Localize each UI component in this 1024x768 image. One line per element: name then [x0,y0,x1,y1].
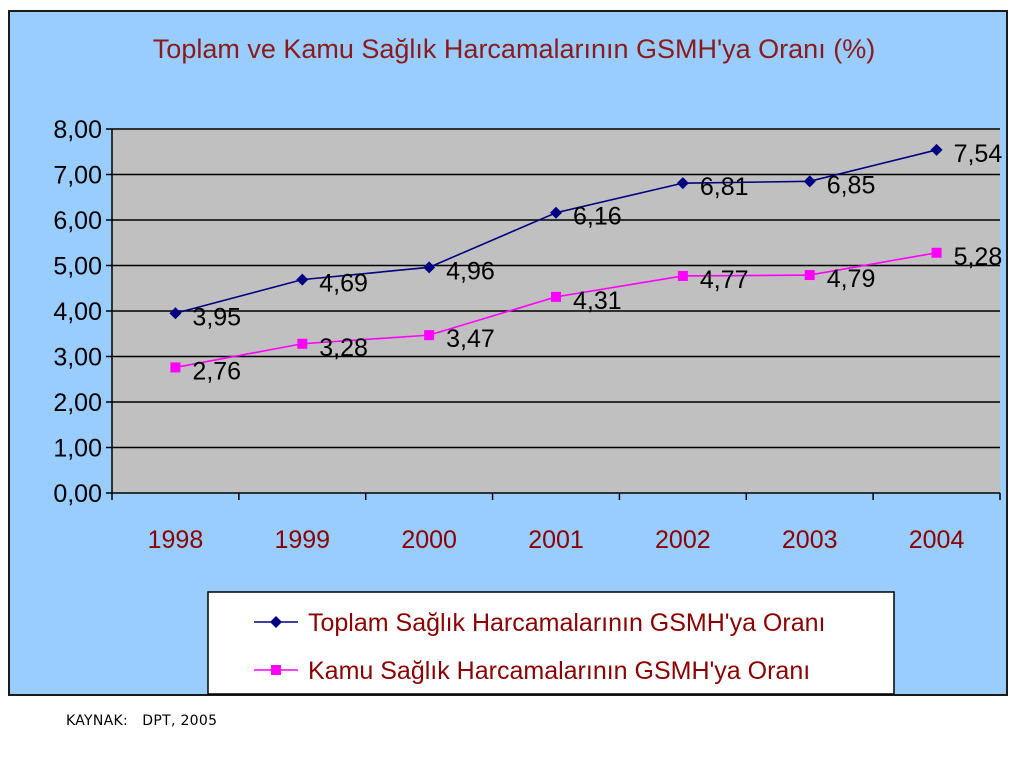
series-2 [170,247,942,373]
y-tick-label: 2,00 [53,389,102,417]
y-tick-label: 6,00 [53,207,102,235]
data-point [170,362,181,373]
legend-box [207,591,895,695]
x-tick-label: 2003 [782,526,838,554]
data-point [297,338,308,349]
series-1 [169,143,943,320]
legend-marker [270,616,282,628]
source-note: KAYNAK: DPT, 2005 [66,713,218,729]
data-labels: 3,95 4,69 4,96 6,16 6,81 6,85 7,54 2,76 3,28 3,47… [192,140,1002,385]
data-point [804,270,815,281]
legend-label: Kamu Sağlık Harcamalarının GSMH'ya Oranı [308,657,810,685]
x-tick-label: 1999 [274,526,330,554]
data-label: 4,96 [446,257,495,285]
series [169,143,943,373]
data-label: 4,31 [573,287,622,315]
x-tick-label: 2001 [528,526,584,554]
data-label: 4,77 [700,266,749,294]
data-label: 3,28 [319,334,368,362]
legend-label: Toplam Sağlık Harcamalarının GSMH'ya Ora… [308,609,825,637]
legend: Toplam Sağlık Harcamalarının GSMH'ya Ora… [207,591,895,695]
data-point [169,307,182,320]
legend-marker [271,665,281,675]
y-tick-label: 5,00 [53,253,102,281]
y-tick-label: 3,00 [53,344,102,372]
data-label: 6,81 [700,173,749,201]
chart-frame: Toplam ve Kamu Sağlık Harcamalarının GSM… [8,10,1008,696]
x-tick-label: 2002 [655,526,711,554]
y-tick-label: 1,00 [53,435,102,463]
y-tick-label: 4,00 [53,298,102,326]
data-point [296,273,309,286]
data-point [550,206,562,219]
gridlines [112,128,1000,449]
data-point [677,270,688,281]
data-point [423,261,436,274]
data-point [803,175,816,188]
axes: 0,00 1,00 2,00 3,00 4,00 5,00 6,00 7,00 8,00 1998… [53,116,1001,554]
line-chart: Toplam ve Kamu Sağlık Harcamalarının GSM… [53,34,1002,695]
data-label: 4,69 [319,270,368,298]
data-label: 5,28 [954,243,1003,271]
chart-title: Toplam ve Kamu Sağlık Harcamalarının GSM… [153,34,875,64]
y-tick-label: 7,00 [53,162,102,190]
data-point [931,247,942,258]
data-label: 2,76 [192,357,241,385]
x-tick-label: 2000 [401,526,457,554]
data-point [551,291,561,302]
y-tick-label: 0,00 [53,480,102,508]
data-label: 6,85 [827,171,876,199]
y-tick-label: 8,00 [53,116,102,144]
data-point [930,143,943,156]
data-point [676,177,689,190]
x-tick-label: 1998 [148,526,204,554]
data-label: 4,79 [827,265,876,293]
x-tick-label: 2004 [909,526,965,554]
data-point [424,330,435,341]
data-label: 3,95 [192,303,241,331]
data-label: 3,47 [446,325,495,353]
data-label: 6,16 [573,203,622,231]
data-label: 7,54 [954,140,1003,168]
